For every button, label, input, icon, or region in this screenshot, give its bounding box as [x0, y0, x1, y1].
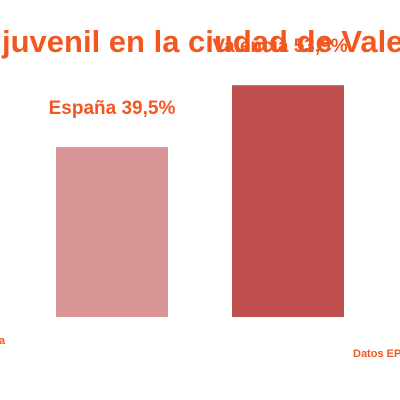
bars-group — [56, 85, 344, 317]
bar-valencia — [232, 85, 344, 317]
data-labels-group: España 39,5% Valencia 53,9% — [49, 36, 348, 119]
bar-espa-a — [56, 147, 168, 317]
data-label-espa-a: España 39,5% — [49, 98, 176, 119]
chart-title: juvenil en la ciudad de Vale — [1, 24, 400, 59]
footer-left-fragment: a — [0, 335, 6, 347]
source-note: Datos EP — [353, 348, 400, 360]
data-label-valencia: Valencia 53,9% — [212, 36, 347, 57]
